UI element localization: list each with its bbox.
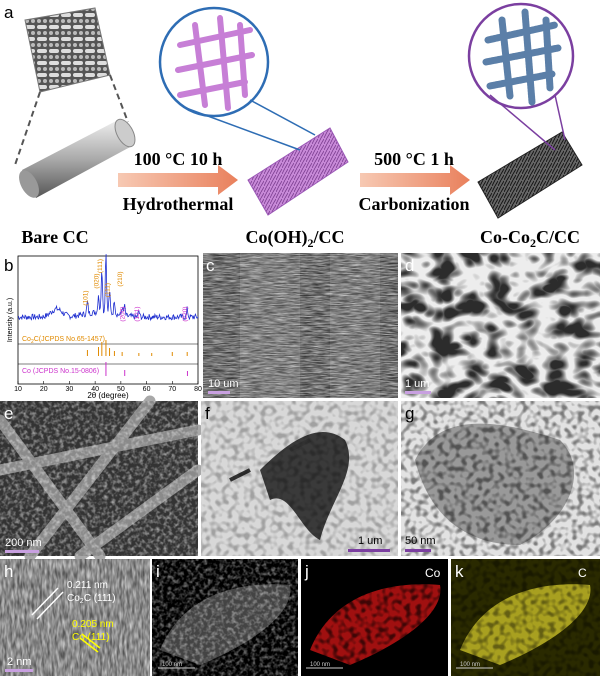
text-part: Co(OH)	[246, 227, 308, 248]
panel-g: g 50 nm	[401, 401, 600, 556]
process: Hydrothermal	[123, 194, 234, 214]
panel-label: i	[156, 562, 160, 581]
stage-label: Co-Co2C/CC	[480, 227, 580, 250]
condition: 100 °C 10 h	[134, 149, 223, 169]
x-tick-label: 10	[14, 386, 22, 393]
panel-k: k C 100 nm	[451, 559, 600, 676]
scale-label: 1 um	[405, 378, 429, 390]
subscript: 2	[31, 339, 34, 345]
panel-label: b	[4, 256, 13, 275]
scale-bar	[208, 391, 230, 394]
x-tick-label: 60	[143, 386, 151, 393]
x-tick-label: 50	[117, 386, 125, 393]
scale-label: 10 um	[208, 378, 239, 390]
subscript: 2	[80, 598, 84, 605]
fabric-icon	[24, 7, 111, 93]
scale-bar	[405, 391, 431, 394]
x-tick-label: 20	[40, 386, 48, 393]
panel-label: h	[4, 562, 13, 581]
peak-label: (210)	[117, 271, 124, 286]
stage-label: Co(OH)2/CC	[246, 227, 345, 250]
annotation: Co2C (111)	[67, 593, 116, 605]
scale-label: 100 nm	[460, 662, 480, 668]
x-axis-label: 2θ (degree)	[87, 391, 129, 400]
reference-label: Co (JCPDS No.15-0806)	[22, 368, 99, 375]
scale-bar	[5, 669, 33, 672]
panel-a: a Bare CC 100 °C 10 h Hydrothermal Co(OH…	[4, 2, 583, 250]
panel-label: e	[4, 404, 13, 423]
stage-label: Bare CC	[21, 227, 88, 247]
panel-label: a	[4, 3, 14, 22]
peak-label: (121)	[134, 306, 141, 321]
panel-b: b Intensity (a.u.) 2θ (degree) Co2C(JCPD…	[4, 254, 202, 400]
scale-label: 200 nm	[5, 537, 42, 549]
scale-bar	[348, 549, 390, 552]
annotation: 0.211 nm	[67, 580, 108, 591]
panel-label: k	[455, 562, 464, 581]
panel-d: d 1 um	[401, 253, 600, 398]
zoom-line	[109, 74, 129, 123]
scale-label: 100 nm	[162, 662, 182, 668]
panel-h: h 0.211 nm Co2C (111) 0.205 nm Co (111) …	[0, 559, 150, 676]
scale-label: 100 nm	[310, 662, 330, 668]
text-part: Co	[22, 336, 31, 343]
peak-label: (200)	[119, 306, 126, 321]
panel-label: j	[304, 562, 309, 581]
subscript: 2	[530, 236, 536, 250]
scale-label: 2 nm	[7, 656, 31, 668]
xrd-curve	[17, 254, 199, 322]
element-label: Co	[425, 566, 441, 580]
text-part: C(JCPDS No.65-1457)	[34, 336, 105, 343]
text-part: C/CC	[536, 227, 580, 247]
text-part: Co	[67, 593, 80, 604]
arrow	[360, 165, 470, 195]
panel-label: g	[405, 404, 414, 423]
peak-label: (101)	[82, 290, 89, 305]
subscript: 2	[308, 236, 314, 250]
panel-label: f	[205, 404, 210, 423]
condition: 500 °C 1 h	[374, 149, 454, 169]
arrow	[118, 165, 238, 195]
panel-j: j Co 100 nm	[301, 559, 448, 676]
bare-cylinder	[19, 118, 136, 198]
x-tick-label: 40	[91, 386, 99, 393]
panel-label: d	[405, 256, 414, 275]
plot-frame	[17, 255, 199, 385]
scale-bar	[405, 549, 431, 552]
coh-cylinder	[158, 6, 349, 216]
panel-e: e 200 nm	[0, 395, 204, 562]
peak-label: (020)	[93, 273, 100, 288]
x-tick-label: 80	[194, 386, 202, 393]
text-part: C (111)	[84, 593, 116, 604]
reference-label: Co2C(JCPDS No.65-1457)	[22, 336, 105, 345]
peak-label: (111)	[97, 259, 104, 273]
panel-c: c 10 um	[203, 253, 398, 398]
text-part: /CC	[313, 227, 345, 247]
scale-bar	[5, 550, 39, 553]
peak-label: (111)	[105, 283, 112, 297]
panel-f: f 1 um	[201, 401, 398, 556]
peak-label: (220)	[182, 306, 189, 321]
scale-label: 50 nm	[405, 535, 436, 547]
scale-label: 1 um	[358, 535, 382, 547]
panel-i: i 100 nm	[152, 559, 298, 676]
x-tick-label: 70	[168, 386, 176, 393]
zoom-line	[14, 91, 41, 166]
annotation: 0.205 nm	[72, 619, 114, 630]
annotation: Co (111)	[72, 632, 109, 643]
panel-label: c	[206, 256, 215, 275]
x-tick-label: 30	[66, 386, 74, 393]
y-axis-label: Intensity (a.u.)	[7, 298, 14, 342]
element-label: C	[578, 566, 587, 580]
text-part: Co-Co	[480, 227, 530, 247]
final-cylinder	[467, 2, 583, 219]
process: Carbonization	[358, 194, 469, 214]
